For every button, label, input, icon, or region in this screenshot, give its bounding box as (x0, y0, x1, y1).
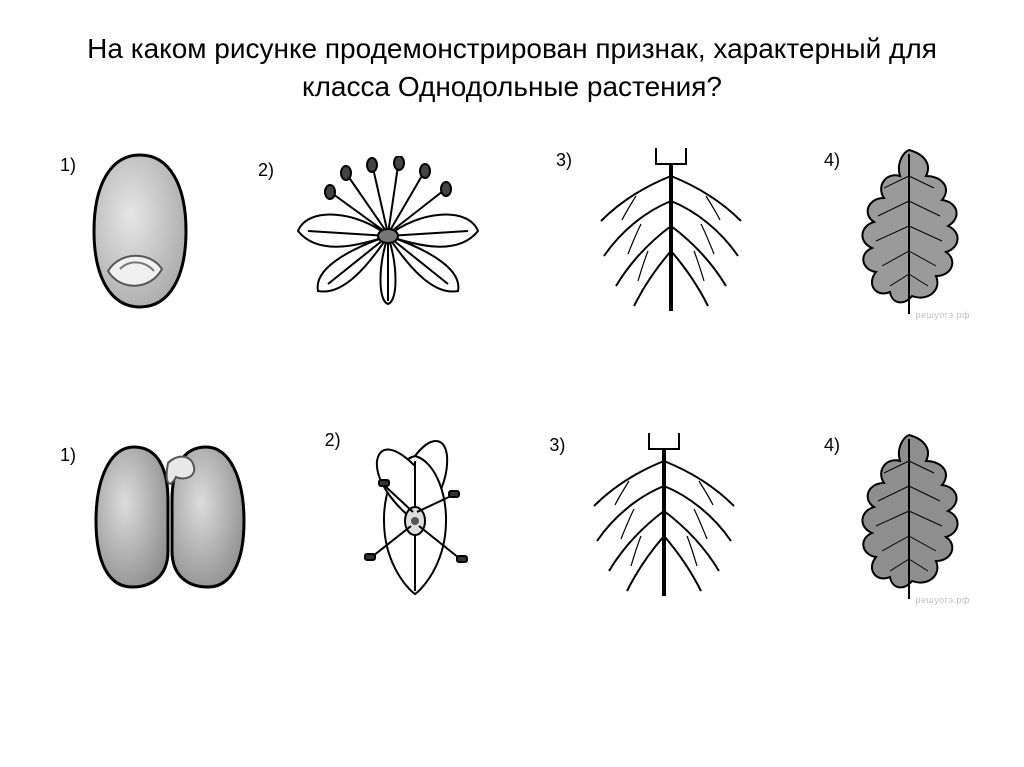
watermark-1: решуогэ.рф (916, 310, 970, 320)
label-1b: 1) (60, 445, 84, 466)
taproot-icon-2 (579, 431, 749, 601)
label-1: 1) (60, 155, 84, 176)
cell-1-2: 2) (258, 156, 488, 306)
dicot-seed-icon (90, 441, 250, 591)
monocot-flower-icon (355, 426, 475, 606)
label-2b: 2) (325, 430, 349, 451)
label-4b: 4) (824, 435, 848, 456)
rows-container: 1) 2) (40, 146, 984, 606)
cell-2-2: 2) (325, 426, 475, 606)
cell-1-3: 3) (556, 146, 756, 316)
cell-2-1: 1) (60, 441, 250, 591)
cell-1-4: 4) решуогэ.рф (824, 146, 964, 316)
cell-2-3: 3) (549, 431, 749, 601)
dicot-flower-icon (288, 156, 488, 306)
row-2: 1) 2) (60, 426, 964, 606)
single-seed-icon (90, 151, 190, 311)
question-text: На каком рисунке продемонстрирован призн… (40, 30, 984, 106)
label-2: 2) (258, 160, 282, 181)
label-3b: 3) (549, 435, 573, 456)
watermark-2: решуогэ.рф (916, 595, 970, 605)
cell-2-4: 4) решуогэ.рф (824, 431, 964, 601)
oak-leaf-icon-2: решуогэ.рф (854, 431, 964, 601)
label-4: 4) (824, 150, 848, 171)
taproot-icon (586, 146, 756, 316)
cell-1-1: 1) (60, 151, 190, 311)
label-3: 3) (556, 150, 580, 171)
row-1: 1) 2) (60, 146, 964, 316)
oak-leaf-icon: решуогэ.рф (854, 146, 964, 316)
